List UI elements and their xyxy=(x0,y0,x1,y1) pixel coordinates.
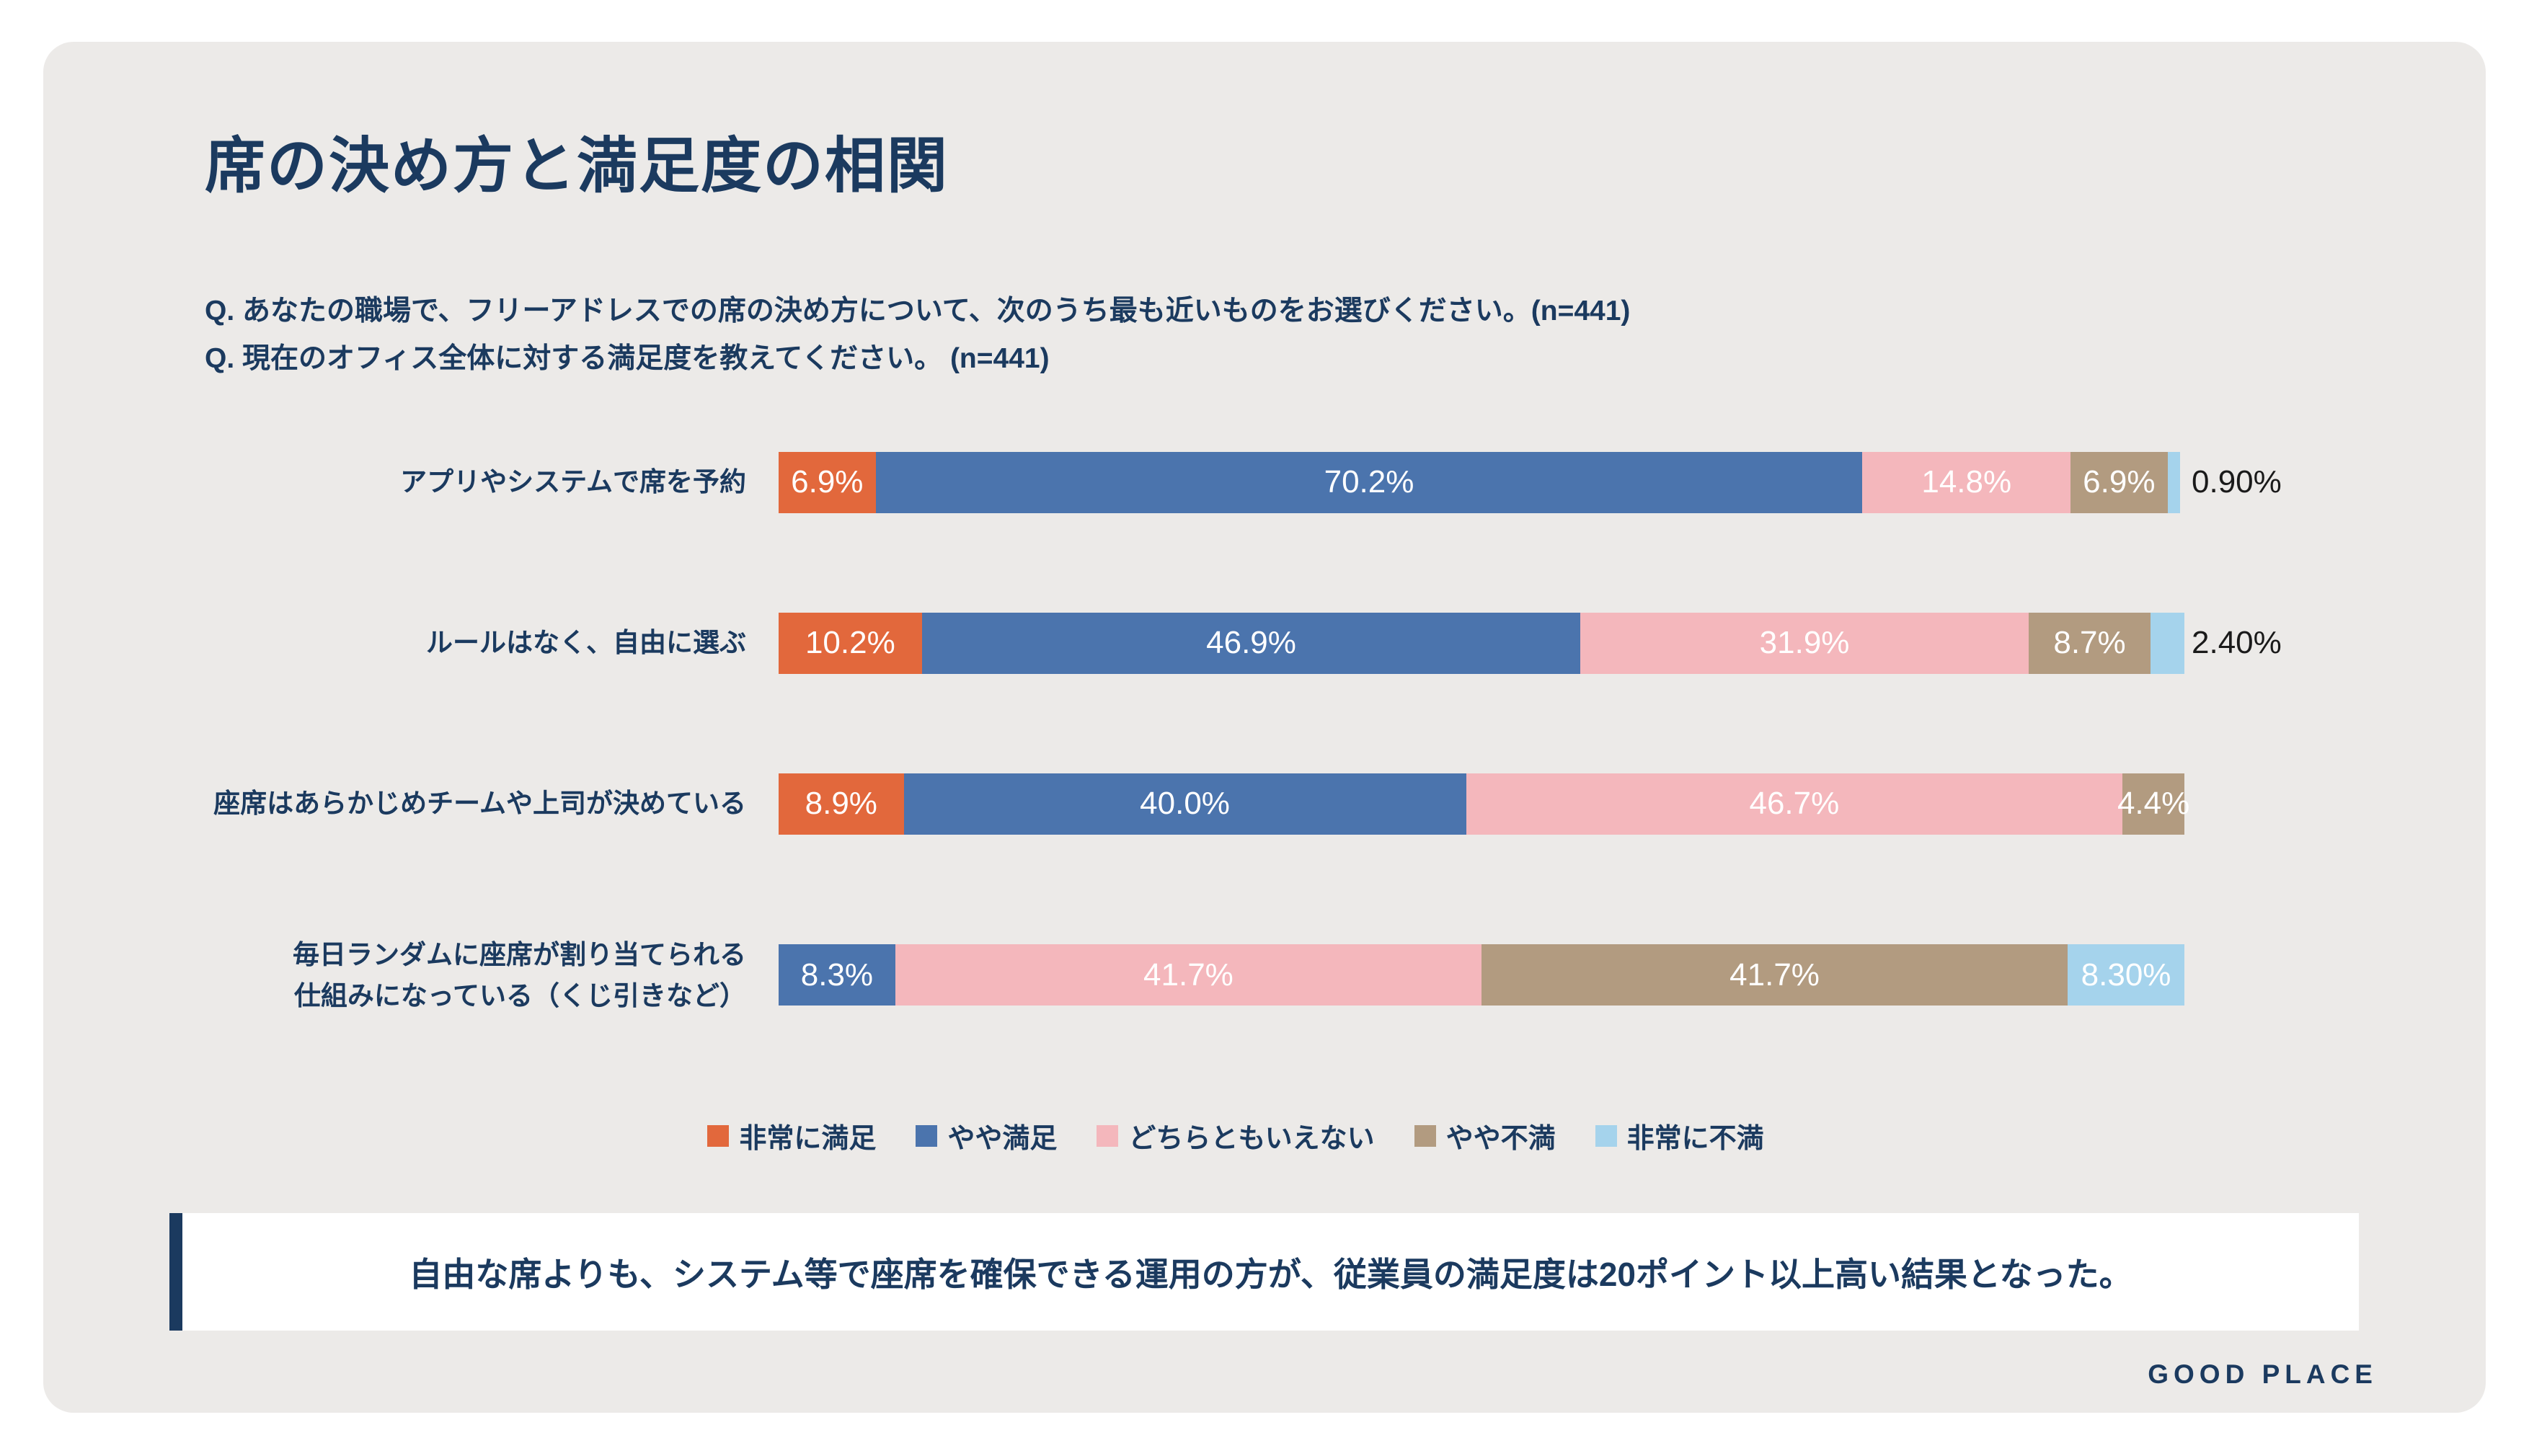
bar-outside-value-label: 2.40% xyxy=(2192,625,2282,661)
legend-label: 非常に満足 xyxy=(739,1124,877,1155)
bar-outside-value-label: 0.90% xyxy=(2192,464,2282,500)
row-category-label: ルールはなく、自由に選ぶ xyxy=(426,628,746,658)
row-category-label: アプリやシステムで席を予約 xyxy=(400,467,746,497)
bar-segment-somewhat_dissatisfied: 6.9% xyxy=(2070,451,2168,513)
legend-label: 非常に不満 xyxy=(1626,1124,1764,1155)
bar-segment-somewhat_dissatisfied: 4.4% xyxy=(2117,773,2189,835)
legend-label: やや満足 xyxy=(947,1124,1058,1155)
legend-swatch-icon xyxy=(1414,1124,1436,1147)
stacked-bar-chart: アプリやシステムで席を予約 6.9% 70.2% 14.8% 6.9% 0.90% ルールは… xyxy=(43,451,2486,1156)
bar-track: 10.2% 46.9% 31.9% 8.7% xyxy=(779,612,2184,674)
bar-segment-very_satisfied: 8.9% xyxy=(779,773,904,835)
legend-item-neutral: どちらともいえない xyxy=(1097,1116,1375,1155)
chart-legend: 非常に満足 やや満足 どちらともいえない やや不満 非常に不満 xyxy=(0,1116,2486,1155)
survey-questions: Q. あなたの職場で、フリーアドレスでの席の決め方について、次のうち最も近いもの… xyxy=(205,288,2486,383)
chart-row: 毎日ランダムに座席が割り当てられる 仕組みになっている（くじ引きなど） 8.3% 4… xyxy=(43,934,2486,1017)
legend-label: どちらともいえない xyxy=(1128,1124,1375,1155)
key-finding-callout: 自由な席よりも、システム等で座席を確保できる運用の方が、従業員の満足度は20ポイ… xyxy=(169,1213,2359,1331)
survey-question-2: Q. 現在のオフィス全体に対する満足度を教えてください。 (n=441) xyxy=(205,343,1050,375)
bar-segment-neutral: 41.7% xyxy=(895,944,1481,1006)
legend-item-very_satisfied: 非常に満足 xyxy=(707,1116,876,1155)
bar-segment-neutral: 31.9% xyxy=(1580,612,2029,674)
bar-segment-very_dissatisfied: 8.30% xyxy=(2068,944,2184,1006)
bar-track: 6.9% 70.2% 14.8% 6.9% xyxy=(779,451,2184,513)
bar-segment-somewhat_dissatisfied: 8.7% xyxy=(2028,612,2151,674)
chart-row: アプリやシステムで席を予約 6.9% 70.2% 14.8% 6.9% 0.90% xyxy=(43,451,2486,513)
bar-segment-very_dissatisfied xyxy=(2167,451,2181,513)
chart-row: 座席はあらかじめチームや上司が決めている 8.9% 40.0% 46.7% 4.4% xyxy=(43,773,2486,835)
legend-swatch-icon xyxy=(916,1124,938,1147)
legend-swatch-icon xyxy=(1595,1124,1617,1147)
row-category-label: 毎日ランダムに座席が割り当てられる 仕組みになっている（くじ引きなど） xyxy=(293,939,746,1011)
bar-segment-neutral: 14.8% xyxy=(1862,451,2071,513)
bar-segment-somewhat_dissatisfied: 41.7% xyxy=(1481,944,2068,1006)
bar-segment-neutral: 46.7% xyxy=(1466,773,2123,835)
legend-item-somewhat_dissatisfied: やや不満 xyxy=(1414,1116,1556,1155)
bar-segment-very_satisfied: 6.9% xyxy=(779,451,876,513)
bar-segment-very_satisfied: 10.2% xyxy=(779,612,922,674)
bar-segment-somewhat_satisfied: 40.0% xyxy=(903,773,1466,835)
row-category-label: 座席はあらかじめチームや上司が決めている xyxy=(213,789,746,819)
legend-item-somewhat_satisfied: やや満足 xyxy=(916,1116,1057,1155)
report-panel: 席の決め方と満足度の相関 Q. あなたの職場で、フリーアドレスでの席の決め方につ… xyxy=(43,42,2486,1413)
bar-segment-somewhat_satisfied: 46.9% xyxy=(921,612,1581,674)
chart-rows: アプリやシステムで席を予約 6.9% 70.2% 14.8% 6.9% 0.90% ルールは… xyxy=(43,451,2486,1017)
page-title: 席の決め方と満足度の相関 xyxy=(205,132,949,200)
legend-swatch-icon xyxy=(707,1124,730,1147)
bar-segment-somewhat_satisfied: 8.3% xyxy=(779,944,895,1006)
legend-label: やや不満 xyxy=(1445,1124,1556,1155)
survey-question-1: Q. あなたの職場で、フリーアドレスでの席の決め方について、次のうち最も近いもの… xyxy=(205,296,1631,327)
bar-track: 8.9% 40.0% 46.7% 4.4% xyxy=(779,773,2189,835)
chart-row: ルールはなく、自由に選ぶ 10.2% 46.9% 31.9% 8.7% 2.40% xyxy=(43,612,2486,674)
legend-item-very_dissatisfied: 非常に不満 xyxy=(1595,1116,1764,1155)
bar-track: 8.3% 41.7% 41.7% 8.30% xyxy=(779,944,2184,1006)
bar-segment-somewhat_satisfied: 70.2% xyxy=(875,451,1863,513)
bar-segment-very_dissatisfied xyxy=(2151,612,2184,674)
brand-logo-text: GOOD PLACE xyxy=(2148,1359,2378,1389)
legend-swatch-icon xyxy=(1097,1124,1119,1147)
